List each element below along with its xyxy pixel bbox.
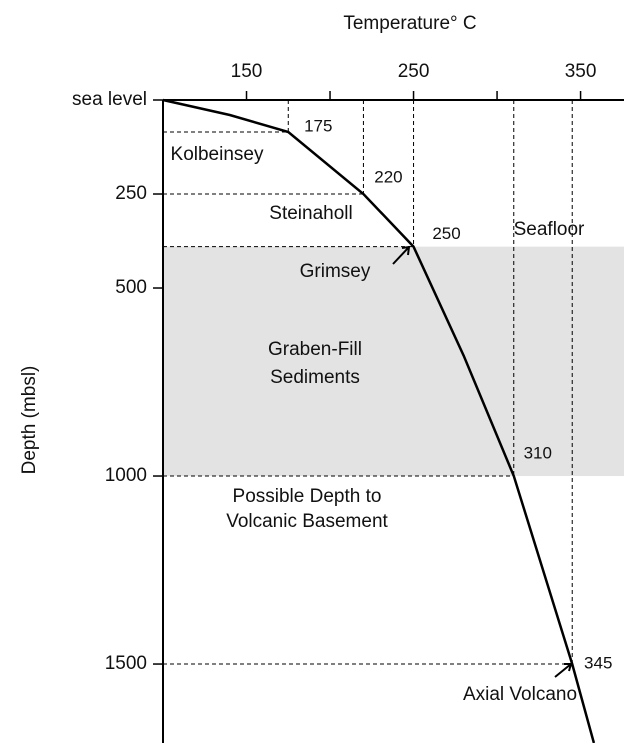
y-tick-label: 500	[115, 277, 147, 298]
shaded-zone	[163, 246, 624, 477]
x-tick-label: 150	[231, 61, 263, 82]
annotation: Possible Depth to	[233, 486, 382, 507]
y-axis-title: Depth (mbsl)	[19, 366, 40, 475]
point-label: 250	[432, 224, 460, 243]
y-tick-label: 1000	[105, 465, 147, 486]
point-label: 310	[524, 444, 552, 463]
y-tick-label: 250	[115, 183, 147, 204]
point-label: 345	[584, 654, 612, 673]
annotation: Sediments	[270, 367, 360, 388]
arrow	[554, 663, 573, 678]
point-label: 220	[374, 167, 402, 186]
annotation: Seafloor	[514, 219, 585, 240]
annotation: Steinaholl	[269, 203, 352, 224]
annotation: Volcanic Basement	[226, 511, 388, 532]
x-tick-label: 250	[398, 61, 430, 82]
x-axis-title: Temperature° C	[343, 13, 476, 34]
annotation: Grimsey	[300, 261, 371, 282]
y-tick-label: sea level	[72, 89, 147, 110]
annotation: Graben-Fill	[268, 339, 362, 360]
temperature-curve	[162, 98, 596, 743]
point-label: 175	[304, 116, 332, 135]
annotation: Kolbeinsey	[171, 144, 264, 165]
x-tick-label: 350	[565, 61, 597, 82]
annotation: Axial Volcano	[463, 684, 577, 705]
y-tick-label: 1500	[105, 653, 147, 674]
